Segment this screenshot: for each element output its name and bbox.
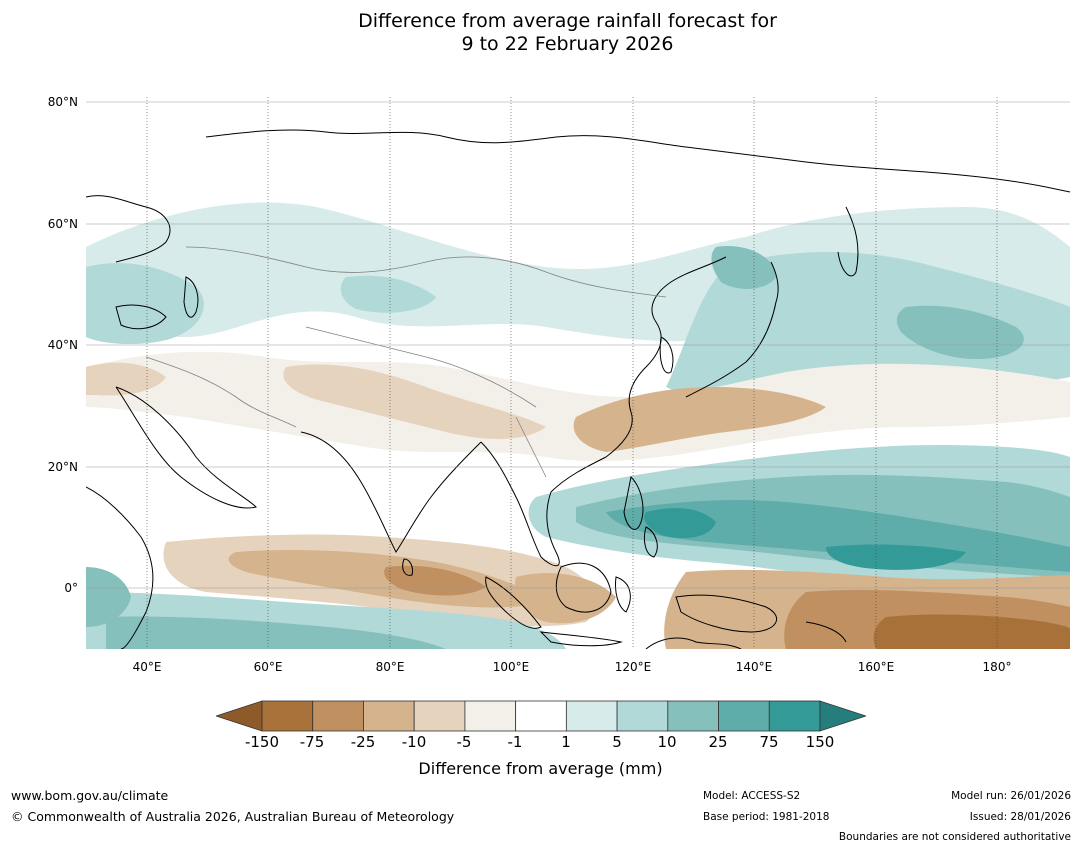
coastline-sumatra: [485, 576, 542, 629]
colorbar-cell: [565, 700, 618, 732]
colorbar-cell: [261, 700, 314, 732]
coastline-philippines: [623, 475, 658, 558]
colorbar-tick: 150: [805, 733, 835, 751]
coastline-japan: [685, 261, 779, 398]
coastline-europe: [86, 195, 171, 263]
coastline-sri-lanka: [402, 558, 413, 576]
colorbar-tick: 25: [708, 733, 728, 751]
map-title-line2: 9 to 22 February 2026: [461, 33, 674, 55]
lon-label-160e: 160°E: [857, 660, 895, 674]
anomaly-region-tibet-china: [86, 351, 1070, 462]
lat-label-0: 0°: [64, 581, 78, 595]
colorbar-cell: [718, 700, 770, 732]
colorbar-title: Difference from average (mm): [418, 759, 663, 778]
colorbar-cell: [413, 700, 466, 732]
colorbar-tick: 5: [612, 733, 622, 751]
anomaly-region-himalaya: [283, 364, 546, 439]
map-title-line1: Difference from average rainfall forecas…: [358, 10, 777, 32]
anomaly-shading: [86, 202, 1070, 649]
coastline-southeast-asia: [480, 441, 607, 567]
colorbar-tick: -25: [350, 733, 376, 751]
graticule: [146, 97, 998, 649]
coastline-java: [539, 631, 623, 647]
border-middle-east: [145, 356, 297, 428]
disclaimer-text: Boundaries are not considered authoritat…: [838, 831, 1071, 843]
coastline-australia: [645, 637, 742, 649]
model-run-text: Model run: 26/01/2026: [951, 790, 1071, 802]
anomaly-region-caspian: [86, 263, 204, 345]
anomaly-region-maritime-continent: [515, 573, 616, 624]
base-period-text: Base period: 1981-2018: [703, 811, 830, 823]
issued-text: Issued: 28/01/2026: [969, 811, 1071, 823]
colorbar-tick: 1: [561, 733, 571, 751]
lat-label-80n: 80°N: [47, 95, 78, 109]
lon-label-120e: 120°E: [614, 660, 652, 674]
colorbar-under-arrow: [216, 700, 263, 732]
coastline-caspian: [183, 276, 199, 318]
anomaly-region-africa: [86, 567, 131, 627]
lat-label-60n: 60°N: [47, 217, 78, 231]
coastline-black-sea: [115, 304, 167, 330]
colorbar: [216, 700, 866, 732]
anomaly-region-central-pacific: [644, 508, 966, 570]
anomaly-region-west-asia: [86, 362, 166, 396]
lon-label-180: 180°: [982, 660, 1012, 674]
border-china-india: [305, 326, 537, 408]
rainfall-anomaly-map: [86, 97, 1070, 649]
coastline-arabia: [115, 386, 257, 509]
map-title: Difference from average rainfall forecas…: [0, 10, 1081, 56]
lon-label-140e: 140°E: [735, 660, 773, 674]
border-central-asia: [185, 246, 667, 298]
coastline-sulawesi: [615, 576, 631, 613]
latitude-lines: [86, 101, 1070, 589]
colorbar-tick: -5: [456, 733, 472, 751]
lon-label-100e: 100°E: [492, 660, 530, 674]
border-southeast-asia: [515, 416, 547, 478]
map-canvas: [86, 97, 1070, 649]
colorbar-tick: 75: [759, 733, 779, 751]
coastline-arctic: [205, 129, 1070, 193]
anomaly-region-north-pacific: [666, 252, 1070, 399]
colorbar-cell: [768, 700, 821, 732]
lat-label-20n: 20°N: [47, 460, 78, 474]
colorbar-tick: -10: [401, 733, 427, 751]
copyright-text: © Commonwealth of Australia 2026, Austra…: [11, 809, 455, 824]
country-borders: [145, 246, 667, 478]
colorbar-tick: 10: [657, 733, 677, 751]
lat-label-40n: 40°N: [47, 338, 78, 352]
colorbar-tick: -150: [244, 733, 280, 751]
anomaly-region-south-china: [573, 387, 826, 452]
colorbar-cell: [464, 700, 517, 732]
lon-label-40e: 40°E: [132, 660, 162, 674]
colorbar-tick: -75: [299, 733, 325, 751]
model-text: Model: ACCESS-S2: [703, 790, 801, 802]
coastline-borneo: [555, 562, 612, 613]
coastline-solomons: [805, 621, 847, 643]
coastline-india: [300, 431, 482, 553]
coastline-new-guinea: [675, 594, 778, 633]
anomaly-region-south-indian-ocean-core: [106, 616, 446, 649]
colorbar-cell: [616, 700, 669, 732]
anomaly-region-kuril: [896, 305, 1024, 359]
coastline-africa: [86, 486, 154, 649]
lon-label-60e: 60°E: [253, 660, 283, 674]
colorbar-cell: [363, 700, 415, 732]
coastline-korea: [659, 336, 674, 374]
anomaly-region-kazakh: [340, 275, 436, 313]
colorbar-cells: [261, 700, 821, 732]
colorbar-cell: [312, 700, 364, 732]
anomaly-region-okhotsk: [711, 246, 776, 289]
colorbar-tick: -1: [507, 733, 523, 751]
colorbar-cell: [515, 700, 567, 732]
colorbar-cell: [667, 700, 719, 732]
website-link[interactable]: www.bom.gov.au/climate: [11, 788, 169, 803]
colorbar-over-arrow: [819, 700, 866, 732]
lon-label-80e: 80°E: [375, 660, 405, 674]
anomaly-region-coral-sea-peak: [873, 614, 1070, 649]
